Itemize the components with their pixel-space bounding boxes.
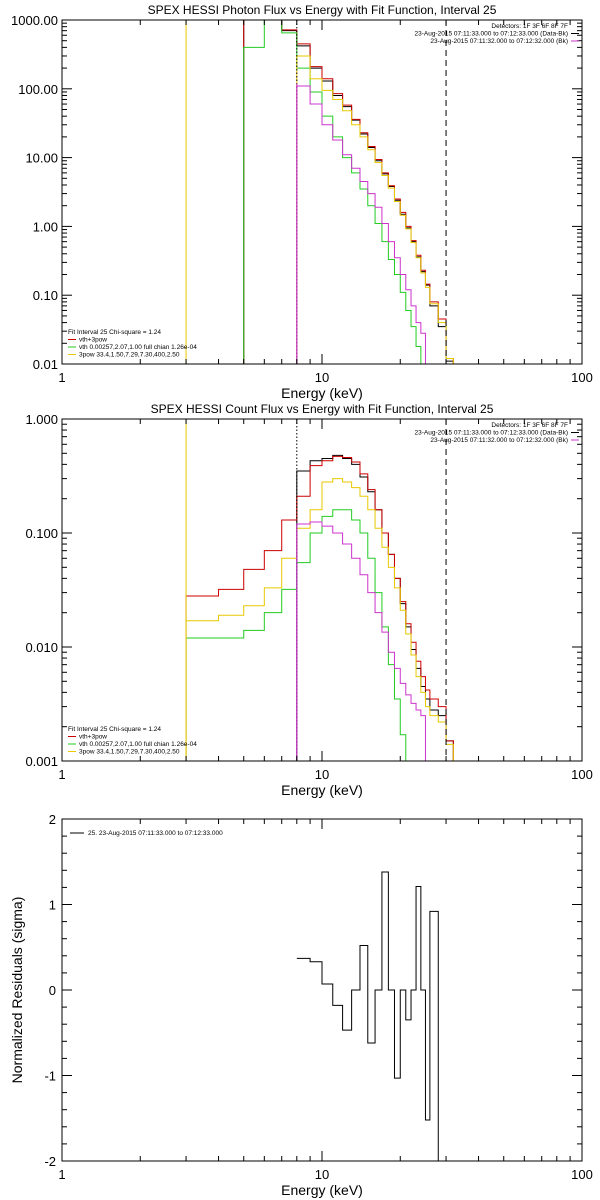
- series-1-1: [185, 455, 454, 761]
- y-tick-label: 10.00: [25, 151, 58, 166]
- y-tick-label: 0.001: [25, 754, 58, 769]
- legend-entry: 3pow 33.4,1.50,7.29,7.30,400,2.50: [79, 352, 180, 359]
- legend-entry: Fit Interval 25 Chi-square = 1.24: [68, 329, 161, 336]
- series-2-0: [296, 871, 439, 1161]
- info-text: 23-Aug-2015 07:11:32.000 to 07:12:32.000…: [430, 38, 568, 45]
- legend-entry: Fit Interval 25 Chi-square = 1.24: [68, 726, 161, 733]
- y-tick-label: 1000.00: [11, 13, 58, 28]
- x-axis-label: Energy (keV): [281, 1182, 363, 1198]
- legend-entry: 3pow 33.4,1.50,7.29,7.30,400,2.50: [79, 749, 180, 756]
- x-tick-label: 10: [315, 1167, 329, 1182]
- y-tick-label: 100.00: [18, 82, 58, 97]
- chart-title: SPEX HESSI Count Flux vs Energy with Fit…: [151, 402, 494, 416]
- info-text: 23-Aug-2015 07:11:33.000 to 07:12:33.000…: [415, 430, 568, 437]
- series-1-2: [185, 509, 412, 761]
- y-tick-label: 0.10: [33, 288, 58, 303]
- x-tick-label: 1: [58, 370, 65, 385]
- chart-photon: 1 10 100 1000.00 100.00 10.00 1.00 0.10 0.01 SPEX…: [11, 3, 593, 401]
- x-tick-label: 10: [315, 370, 329, 385]
- info-text: 23-Aug-2015 07:11:32.000 to 07:12:32.000…: [430, 437, 568, 444]
- info-text: Detectors: 1F 3F 6F 8F 7F: [491, 23, 568, 30]
- x-tick-label: 1: [58, 1167, 65, 1182]
- axes-frame: [61, 418, 583, 762]
- legend-entry: 25. 23-Aug-2015 07:11:33.000 to 07:12:33…: [88, 830, 223, 837]
- x-tick-label: 10: [315, 767, 329, 782]
- series-0-1: [243, 20, 454, 364]
- series-0-4: [296, 85, 426, 364]
- y-axis-label: Normalized Residuals (sigma): [9, 897, 25, 1084]
- info-text: Detectors: 1F 3F 6F 8F 7F: [491, 422, 568, 429]
- x-axis-label: Energy (keV): [281, 782, 363, 798]
- plot-area: [296, 871, 439, 1161]
- y-tick-label: 1.00: [33, 219, 58, 234]
- plot-area: [185, 419, 454, 761]
- series-0-2: [243, 20, 426, 364]
- y-tick-label: 0.010: [25, 640, 58, 655]
- x-axis-label: Energy (keV): [281, 385, 363, 401]
- y-tick-label: 1.000: [25, 412, 58, 427]
- series-0-0: [243, 20, 454, 364]
- info-text: 23-Aug-2015 07:11:33.000 to 07:12:33.000…: [415, 31, 568, 38]
- legend-entry: vth 0.00257,2.07,1.00 full chian 1.26e-0…: [79, 344, 197, 351]
- legend-entry: vth+3pow: [79, 337, 107, 344]
- y-tick-label: 0: [49, 983, 56, 998]
- series-0-3: [296, 55, 454, 364]
- legend-entry: vth+3pow: [79, 734, 107, 741]
- y-tick-label: -2: [44, 1154, 56, 1169]
- y-tick-label: -1: [44, 1069, 56, 1084]
- x-tick-label: 1: [58, 767, 65, 782]
- legend-entry: vth 0.00257,2.07,1.00 full chian 1.26e-0…: [79, 741, 197, 748]
- y-tick-label: 1: [49, 898, 56, 913]
- x-tick-label: 100: [571, 767, 593, 782]
- series-1-3: [185, 478, 454, 761]
- axes-frame: [61, 818, 583, 1162]
- series-1-4: [296, 521, 426, 761]
- chart-title: SPEX HESSI Photon Flux vs Energy with Fi…: [148, 3, 497, 17]
- chart-count: 1 10 100 1.000 0.100 0.010 0.001 SPEX HESSI Cou…: [25, 402, 592, 798]
- y-tick-label: 2: [49, 812, 56, 827]
- y-tick-label: 0.01: [33, 357, 58, 372]
- y-tick-label: 0.100: [25, 526, 58, 541]
- plot-area: [185, 20, 454, 364]
- x-tick-label: 100: [571, 1167, 593, 1182]
- x-tick-label: 100: [571, 370, 593, 385]
